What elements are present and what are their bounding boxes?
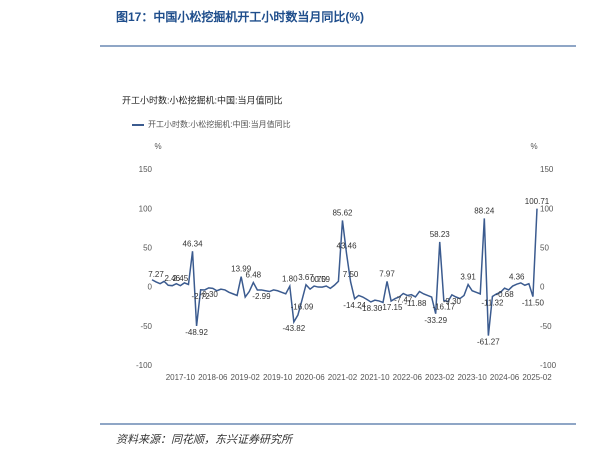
data-label: -2.72 bbox=[192, 292, 211, 301]
y2-tick-label: 100 bbox=[540, 204, 554, 213]
y-tick-label: -100 bbox=[136, 361, 153, 370]
x-tick-label: 2020-06 bbox=[295, 373, 325, 382]
figure-title: 图17：中国小松挖掘机开工小时数当月同比(%) bbox=[116, 9, 364, 24]
x-tick-label: 2019-10 bbox=[263, 373, 293, 382]
y2-unit: % bbox=[530, 142, 537, 151]
data-label: 3.91 bbox=[460, 273, 476, 282]
y2-tick-label: 50 bbox=[540, 244, 549, 253]
y2-tick-label: 0 bbox=[540, 283, 545, 292]
x-tick-label: 2023-02 bbox=[425, 373, 455, 382]
data-label: -11.88 bbox=[404, 299, 427, 308]
series-line bbox=[151, 208, 538, 336]
data-label: 13.99 bbox=[231, 265, 252, 274]
x-tick-label: 2024-06 bbox=[490, 373, 520, 382]
data-label: 3.67 bbox=[298, 273, 314, 282]
data-label: 7.50 bbox=[343, 270, 359, 279]
y-tick-label: 100 bbox=[139, 204, 153, 213]
data-label: -7.47 bbox=[394, 296, 413, 305]
x-tick-label: 2019-02 bbox=[231, 373, 261, 382]
data-label: 6.48 bbox=[246, 271, 262, 280]
y-unit: % bbox=[154, 142, 161, 151]
chart-subtitle: 开工小时数:小松挖掘机:中国:当月值同比 bbox=[122, 94, 283, 105]
data-label: 100.71 bbox=[525, 197, 550, 206]
data-label: -48.92 bbox=[185, 328, 208, 337]
x-tick-label: 2021-02 bbox=[328, 373, 358, 382]
source-note: 资料来源：同花顺，东兴证券研究所 bbox=[116, 433, 294, 446]
x-tick-label: 2021-10 bbox=[360, 373, 390, 382]
y-tick-label: -50 bbox=[140, 322, 152, 331]
data-label: 0.70 bbox=[310, 275, 326, 284]
data-label: 7.27 bbox=[148, 270, 164, 279]
data-label: -2.99 bbox=[252, 292, 271, 301]
data-label: -61.27 bbox=[477, 338, 500, 347]
data-label: 85.62 bbox=[332, 209, 353, 218]
data-label: 2.46 bbox=[164, 274, 180, 283]
x-tick-label: 2022-06 bbox=[393, 373, 423, 382]
data-label: 88.24 bbox=[474, 207, 495, 216]
data-label: 1.80 bbox=[282, 274, 298, 283]
data-label: -16.09 bbox=[291, 302, 314, 311]
data-label: -17.15 bbox=[380, 303, 403, 312]
y-tick-label: 50 bbox=[143, 244, 152, 253]
data-label: -18.30 bbox=[359, 304, 382, 313]
y2-tick-label: -100 bbox=[540, 361, 557, 370]
data-label: -33.29 bbox=[424, 316, 447, 325]
x-tick-label: 2017-10 bbox=[166, 373, 196, 382]
data-label: 0.59 bbox=[314, 275, 330, 284]
data-label: 46.34 bbox=[183, 239, 204, 248]
data-label: 4.36 bbox=[509, 272, 525, 281]
y-tick-label: 150 bbox=[139, 165, 153, 174]
data-label: 58.23 bbox=[430, 230, 451, 239]
data-label: 2.45 bbox=[173, 274, 189, 283]
y2-tick-label: 150 bbox=[540, 165, 554, 174]
x-tick-label: 2025-02 bbox=[522, 373, 552, 382]
data-label: -16.17 bbox=[432, 302, 455, 311]
data-label: -14.24 bbox=[343, 301, 366, 310]
data-label: -0.68 bbox=[495, 290, 514, 299]
data-label: -11.50 bbox=[522, 299, 545, 308]
legend-label: 开工小时数:小松挖掘机:中国:当月值同比 bbox=[148, 119, 291, 129]
x-tick-label: 2018-06 bbox=[198, 373, 228, 382]
data-label: 7.97 bbox=[379, 269, 395, 278]
data-label: -11.32 bbox=[481, 299, 504, 308]
data-label: 43.46 bbox=[337, 242, 358, 251]
data-label: -9.30 bbox=[443, 297, 462, 306]
y-tick-label: 0 bbox=[148, 283, 153, 292]
y2-tick-label: -50 bbox=[540, 322, 552, 331]
data-label: -43.82 bbox=[282, 324, 305, 333]
x-tick-label: 2023-10 bbox=[457, 373, 487, 382]
data-label: -0.30 bbox=[200, 290, 219, 299]
